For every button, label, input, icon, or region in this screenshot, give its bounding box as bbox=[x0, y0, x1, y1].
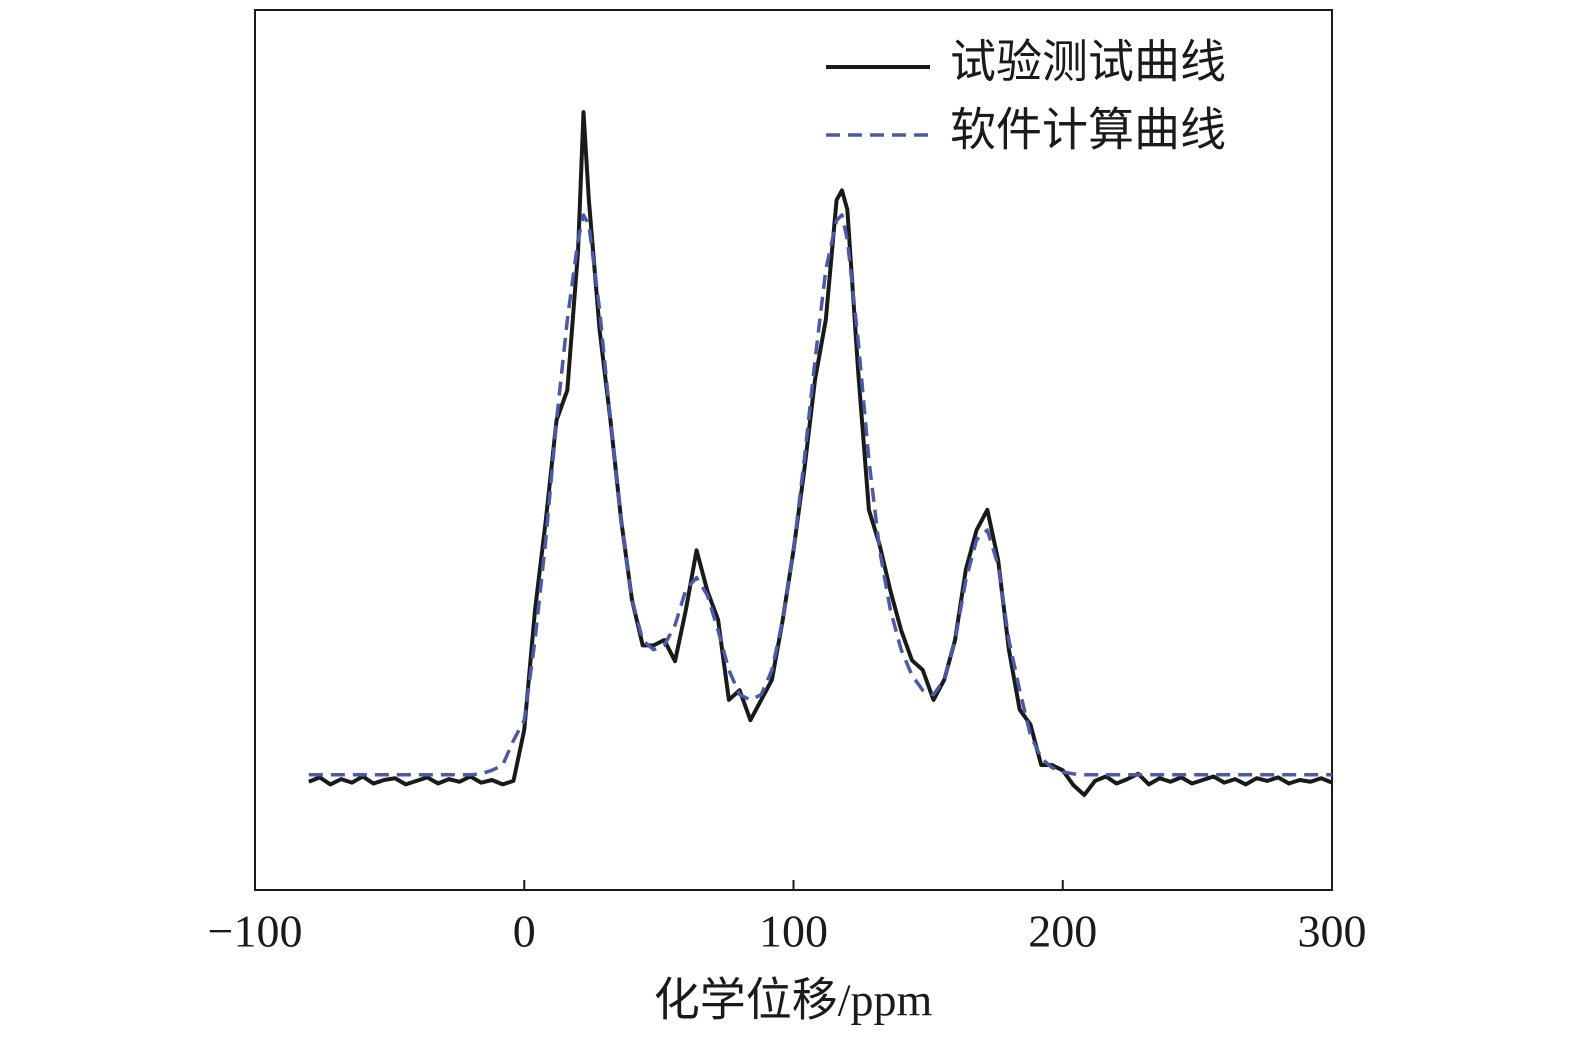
data-line bbox=[308, 213, 1332, 777]
x-tick-label: 100 bbox=[759, 906, 828, 957]
legend-label: 软件计算曲线 bbox=[950, 105, 1226, 156]
x-tick-label: 0 bbox=[513, 906, 536, 957]
legend-label: 试验测试曲线 bbox=[950, 37, 1226, 88]
x-tick-label: 300 bbox=[1298, 906, 1367, 957]
x-tick-label: −100 bbox=[208, 906, 303, 957]
x-tick-label: 200 bbox=[1028, 906, 1097, 957]
x-axis-label: 化学位移/ppm bbox=[654, 975, 933, 1026]
data-line bbox=[308, 110, 1333, 797]
